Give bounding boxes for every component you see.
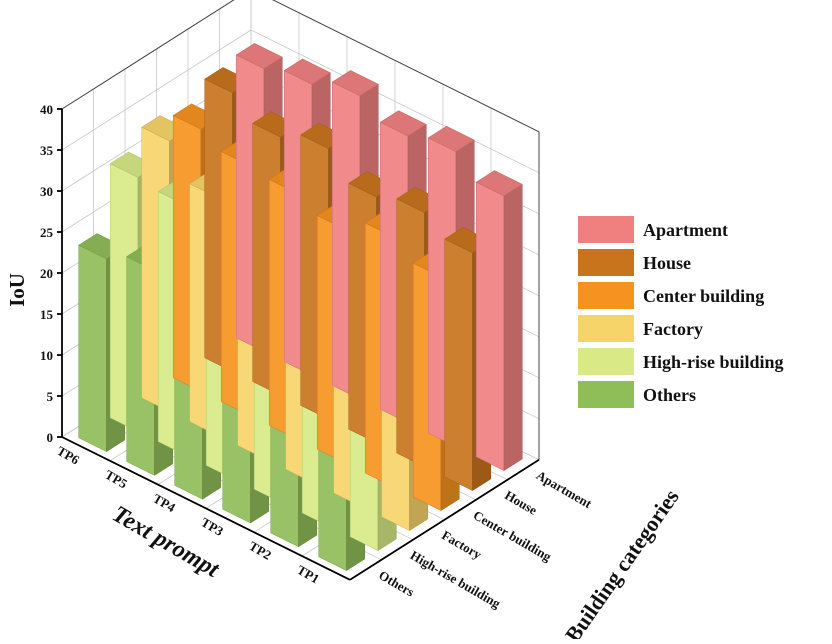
z-axis-title: IoU [5, 273, 29, 307]
legend-label: Others [643, 385, 696, 405]
x-tick-label: TP1 [294, 562, 322, 587]
y-tick-label: House [502, 487, 540, 517]
z-tick-label: 5 [47, 389, 54, 404]
bars [78, 43, 523, 572]
legend-swatch [578, 381, 634, 408]
axis-line [61, 436, 351, 581]
bar [475, 170, 523, 472]
legend-label: House [643, 253, 691, 273]
legend-label: Factory [643, 319, 703, 339]
legend-label: Apartment [643, 220, 728, 240]
axis-line [349, 459, 540, 581]
z-tick-label: 35 [40, 143, 54, 158]
frame-edge [272, 0, 540, 133]
y-axis-title: Building categories [560, 484, 684, 639]
z-tick-label: 20 [40, 266, 53, 281]
y-tick-label: Center building [471, 507, 555, 564]
legend-swatch [578, 348, 634, 375]
y-tick-label: Apartment [534, 467, 595, 511]
legend-swatch [578, 315, 634, 342]
x-tick-label: TP5 [102, 467, 130, 492]
legend-label: High-rise building [643, 352, 784, 372]
legend-swatch [578, 282, 634, 309]
z-tick-label: 30 [40, 184, 53, 199]
legend: Apartment House Center building Factory High… [578, 216, 784, 408]
legend-label: Center building [643, 286, 764, 306]
z-tick-label: 0 [47, 430, 54, 445]
x-tick-label: TP2 [246, 538, 274, 563]
x-axis-title: Text prompt [108, 501, 225, 583]
x-tick-label: TP3 [198, 514, 226, 539]
legend-swatch [578, 249, 634, 276]
y-tick-label: High-rise building [408, 547, 504, 611]
x-tick-label: TP4 [150, 491, 178, 516]
y-tick-label: Others [376, 567, 417, 599]
z-tick-label: 10 [40, 348, 53, 363]
z-tick-label: 15 [40, 307, 54, 322]
frame-edge [61, 0, 235, 110]
z-tick-label: 40 [40, 102, 53, 117]
x-tick-label: TP6 [54, 443, 82, 468]
legend-swatch [578, 216, 634, 243]
y-tick-label: Factory [439, 527, 484, 562]
z-tick-label: 25 [40, 225, 54, 240]
